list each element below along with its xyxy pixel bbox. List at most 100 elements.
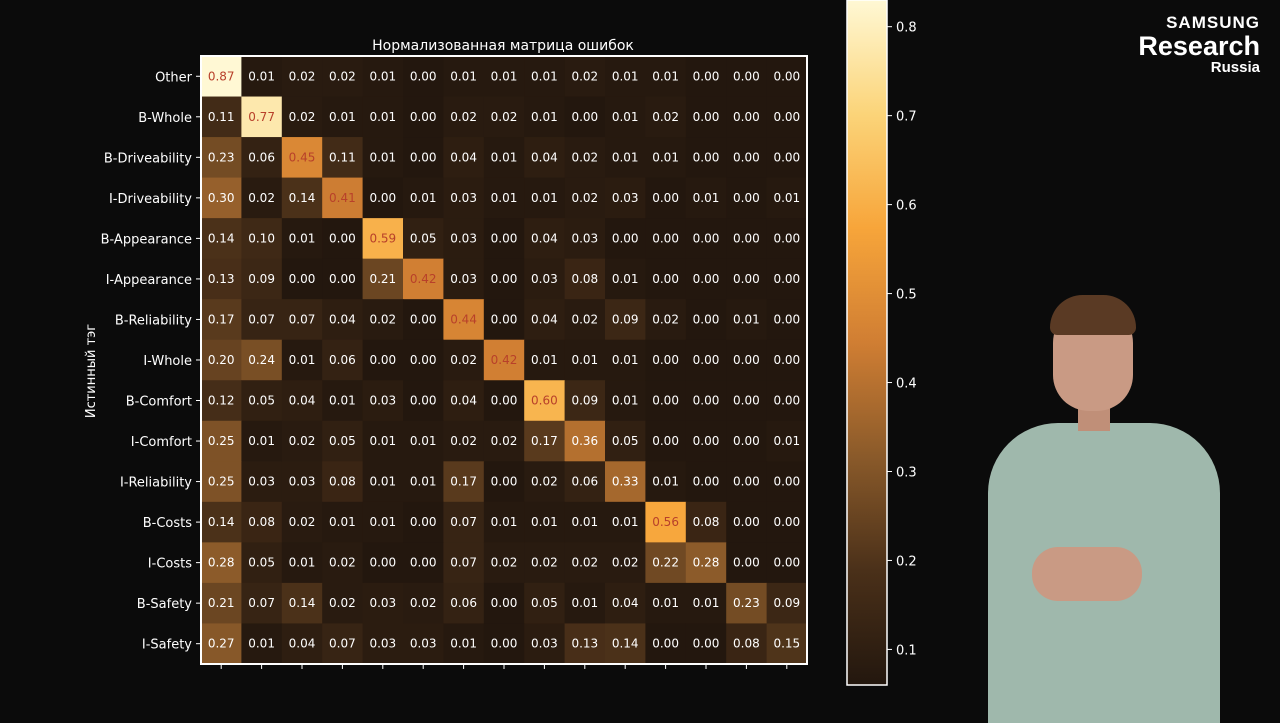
cell-value-label: 0.00 [773, 353, 800, 367]
heatmap-cell [322, 258, 364, 300]
row-label: B-Costs [143, 516, 193, 531]
heatmap-cell [766, 339, 808, 381]
cell-value-label: 0.42 [491, 353, 518, 367]
cell-value-label: 0.03 [450, 191, 477, 205]
cell-value-label: 0.00 [491, 394, 518, 408]
heatmap-cell [443, 461, 485, 503]
heatmap-cell [766, 501, 808, 543]
heatmap-cell [322, 96, 364, 138]
cell-value-label: 0.00 [733, 434, 760, 448]
cell-value-label: 0.21 [208, 596, 235, 610]
heatmap-cell [241, 420, 283, 462]
cell-value-label: 0.01 [248, 637, 275, 651]
heatmap-cell [443, 582, 485, 624]
cell-value-label: 0.06 [450, 596, 477, 610]
cell-value-label: 0.00 [693, 69, 720, 83]
heatmap-cell [483, 542, 525, 584]
cell-value-label: 0.01 [571, 353, 598, 367]
cell-value-label: 0.00 [410, 69, 437, 83]
heatmap-cell [605, 258, 646, 300]
row-label: B-Safety [137, 597, 192, 612]
heatmap-cell [281, 137, 323, 179]
cell-value-label: 0.01 [491, 150, 518, 164]
heatmap-cell [322, 56, 364, 98]
row-label: B-Whole [138, 111, 192, 126]
heatmap-cell [362, 582, 404, 624]
heatmap-cell [403, 339, 444, 381]
heatmap-cell [685, 299, 727, 341]
cell-value-label: 0.03 [248, 475, 275, 489]
heatmap-cell [281, 96, 323, 138]
heatmap-cell [564, 137, 606, 179]
cell-value-label: 0.02 [450, 434, 477, 448]
heatmap-cell [201, 582, 242, 624]
heatmap-cell [483, 420, 525, 462]
cell-value-label: 0.01 [531, 110, 558, 124]
heatmap-cell [645, 461, 687, 503]
heatmap-cell [403, 582, 444, 624]
heatmap-cell [524, 623, 566, 665]
cell-value-label: 0.00 [491, 596, 518, 610]
cell-value-label: 0.01 [652, 475, 679, 489]
heatmap-cell [201, 501, 242, 543]
cell-value-label: 0.01 [410, 434, 437, 448]
heatmap-cell [322, 137, 364, 179]
row-label: I-Reliability [120, 476, 192, 491]
heatmap-cell [403, 461, 444, 503]
heatmap-cell [726, 137, 768, 179]
cell-value-label: 0.03 [410, 637, 437, 651]
heatmap-cell [685, 218, 727, 260]
cell-value-label: 0.04 [531, 312, 558, 326]
cell-value-label: 0.07 [329, 637, 356, 651]
cell-value-label: 0.02 [289, 515, 316, 529]
heatmap-cell [281, 623, 323, 665]
cell-value-label: 0.04 [612, 596, 639, 610]
cell-value-label: 0.00 [289, 272, 316, 286]
cell-value-label: 0.27 [208, 637, 235, 651]
cell-value-label: 0.00 [329, 231, 356, 245]
heatmap-cell [483, 218, 525, 260]
cell-value-label: 0.08 [693, 515, 720, 529]
heatmap-cell [605, 137, 646, 179]
row-labels: Other B-Whole B-Driveability I-Driveability… [101, 70, 201, 653]
heatmap-cell [362, 218, 404, 260]
colorbar-gradient [847, 0, 887, 685]
cell-value-label: 0.28 [208, 556, 235, 570]
cell-value-label: 0.04 [289, 394, 316, 408]
cell-value-label: 0.01 [329, 394, 356, 408]
cell-value-label: 0.11 [329, 150, 356, 164]
y-axis-label: Истинный тэг [84, 324, 99, 418]
cell-value-label: 0.01 [450, 69, 477, 83]
heatmap-cell [281, 542, 323, 584]
heatmap-cell [605, 623, 646, 665]
cell-value-label: 0.01 [571, 515, 598, 529]
cell-value-label: 0.03 [369, 394, 396, 408]
cell-value-label: 0.01 [612, 150, 639, 164]
cell-value-label: 0.01 [410, 191, 437, 205]
heatmap-cell [201, 461, 242, 503]
heatmap-cell [483, 582, 525, 624]
cell-value-label: 0.00 [773, 150, 800, 164]
heatmap-cell [443, 218, 485, 260]
cell-value-label: 0.00 [773, 394, 800, 408]
heatmap-cell [645, 582, 687, 624]
heatmap-cell [241, 582, 283, 624]
row-label: B-Comfort [126, 395, 192, 410]
cell-value-label: 0.03 [612, 191, 639, 205]
heatmap-cell [443, 542, 485, 584]
heatmap-cell [201, 380, 242, 422]
cell-value-label: 0.12 [208, 394, 235, 408]
cell-value-label: 0.21 [369, 272, 396, 286]
cell-value-label: 0.01 [773, 191, 800, 205]
presenter-video [980, 295, 1230, 723]
cell-value-label: 0.03 [450, 272, 477, 286]
heatmap-cell [685, 177, 727, 219]
cell-value-label: 0.42 [410, 272, 437, 286]
cell-value-label: 0.02 [410, 596, 437, 610]
cell-value-label: 0.24 [248, 353, 275, 367]
heatmap-cell [403, 542, 444, 584]
cell-value-label: 0.00 [693, 150, 720, 164]
heatmap-cell [241, 339, 283, 381]
logo-line-2: Research [1138, 31, 1260, 61]
heatmap-cell [645, 137, 687, 179]
